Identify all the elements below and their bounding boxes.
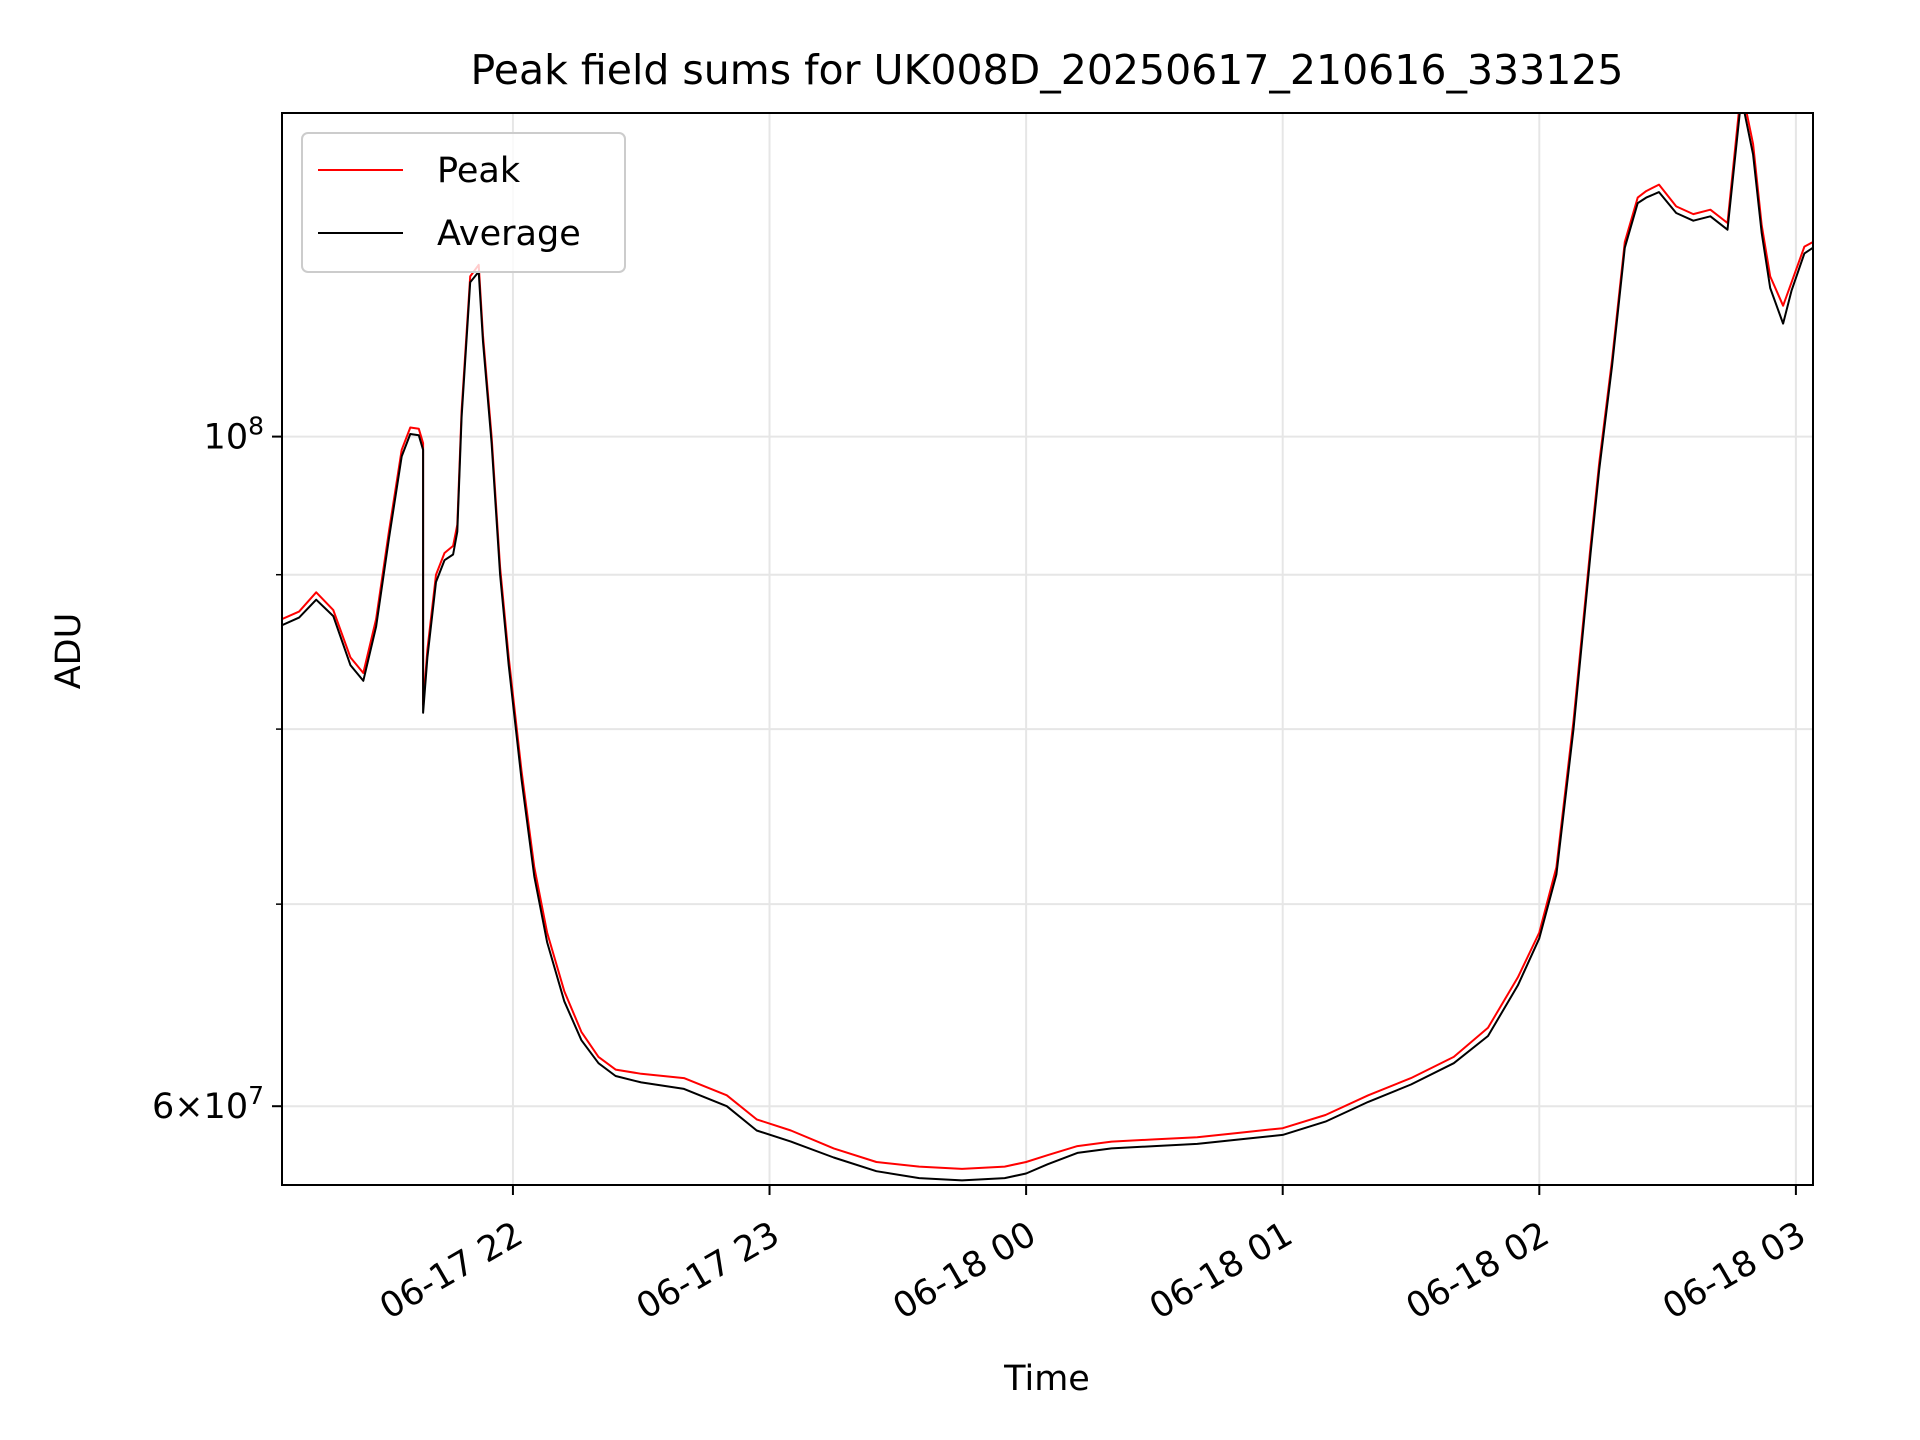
legend: Peak Average xyxy=(301,132,626,273)
y-axis-label: ADU xyxy=(49,613,89,690)
plot-frame xyxy=(281,112,1814,1186)
legend-label-average: Average xyxy=(437,214,581,254)
y-tick-label: 6×107 xyxy=(152,1081,264,1127)
y-tick-mantissa: 6 xyxy=(152,1087,174,1127)
y-tick-exponent: 7 xyxy=(248,1081,264,1110)
chart-title: Peak field sums for UK008D_20250617_2106… xyxy=(471,46,1624,94)
y-axis: 6×107 108 xyxy=(152,412,282,1127)
series-line-average xyxy=(282,113,1813,1182)
grid xyxy=(282,113,1813,1185)
legend-box xyxy=(301,132,626,273)
plot-area xyxy=(282,113,1813,1182)
legend-label-peak: Peak xyxy=(437,151,521,191)
y-tick-label: 108 xyxy=(204,412,264,458)
x-axis-label: Time xyxy=(1003,1359,1090,1399)
y-tick-exponent: 8 xyxy=(248,412,264,441)
